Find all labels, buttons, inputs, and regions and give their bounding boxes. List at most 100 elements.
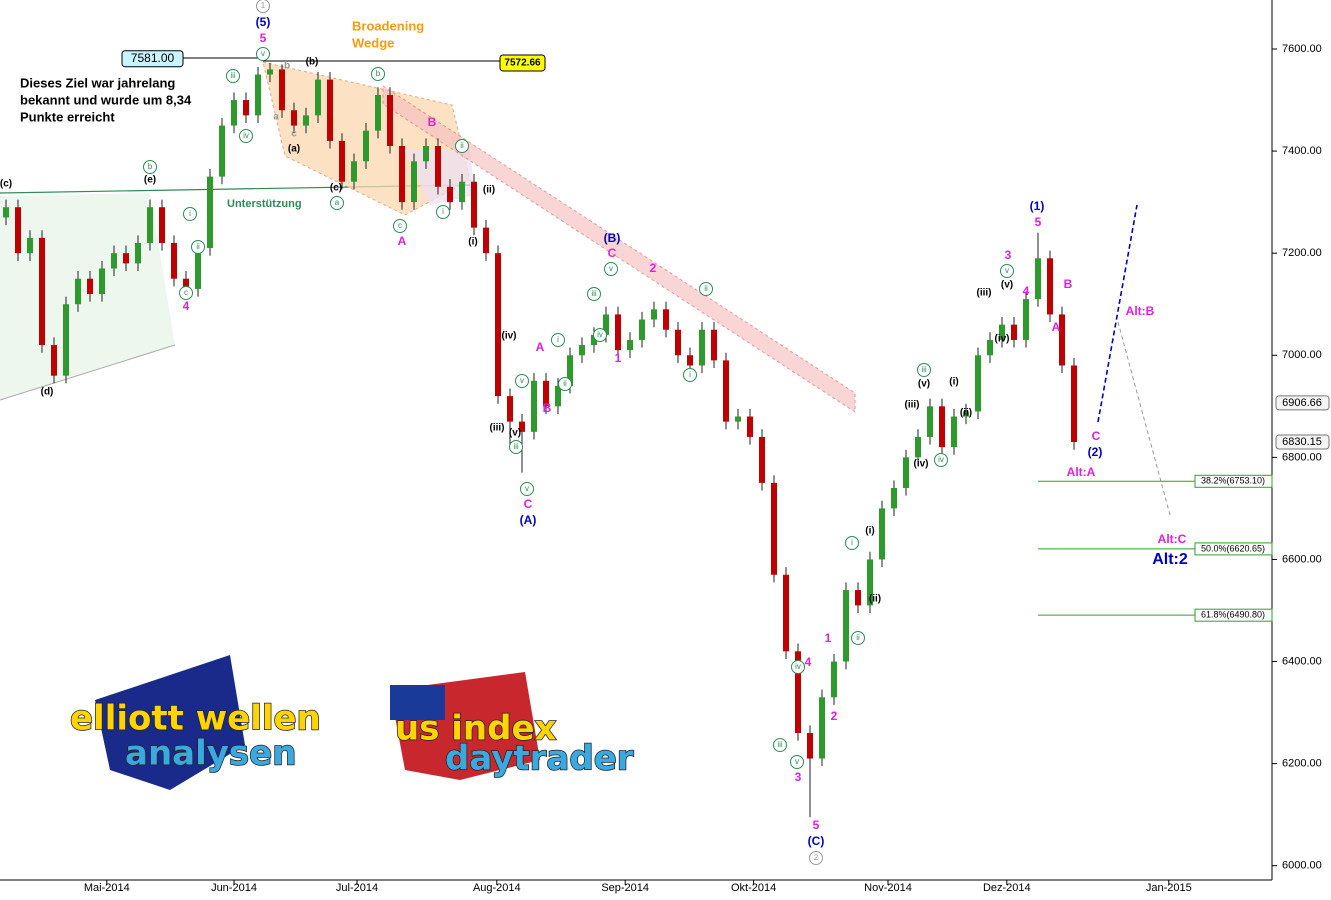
wave-label: (iii) [905, 400, 920, 411]
wave-circle [143, 160, 157, 174]
x-tick-label: Mai-2014 [84, 882, 130, 894]
candle-body [783, 574, 789, 652]
wave-label: c [398, 221, 402, 230]
wave-label: (C) [808, 834, 825, 848]
wave-circle [917, 363, 931, 377]
candle-body [255, 74, 261, 116]
candle-body [771, 482, 777, 575]
candle-body [147, 207, 153, 243]
annotation: Punkte erreicht [20, 109, 115, 124]
candle-body [1071, 365, 1077, 442]
wave-circle [593, 328, 607, 342]
candle-body [963, 411, 969, 417]
candle-body [891, 487, 897, 509]
wave-circle [256, 47, 270, 61]
wave-label: a [273, 112, 279, 123]
target-tag: 7572.66 [504, 58, 541, 69]
wave-label: 2 [650, 261, 657, 275]
candle-body [747, 416, 753, 437]
wave-label: Alt:A [1067, 465, 1096, 479]
logo-flag [390, 685, 445, 720]
target-tag: 7581.00 [131, 51, 175, 65]
candle-body [123, 253, 129, 264]
wave-circle [183, 207, 197, 221]
candle-body [207, 176, 213, 249]
wave-circle [845, 536, 859, 550]
candle-body [399, 145, 405, 203]
candle-body [303, 115, 309, 126]
wave-label: 5 [260, 31, 267, 45]
candle-body [1047, 258, 1053, 315]
wave-label: c [184, 288, 188, 297]
wave-label: 1 [615, 351, 622, 365]
wave-circle [851, 631, 865, 645]
candle-body [1011, 324, 1017, 340]
candle-body [1035, 258, 1041, 300]
candle-body [195, 248, 201, 289]
wave-label: (iv) [914, 459, 929, 470]
candle-body [519, 421, 525, 432]
candle-body [759, 436, 765, 483]
wave-circle [790, 755, 804, 769]
candle-body [591, 334, 597, 346]
x-tick-label: Okt-2014 [731, 882, 776, 894]
candle-body [615, 314, 621, 351]
wave-circle [809, 851, 823, 865]
wave-label: ii [856, 633, 860, 642]
annotation: Dieses Ziel war jahrelang [20, 75, 175, 90]
y-tick-label: 6800.00 [1282, 451, 1322, 463]
triangle-line [0, 344, 176, 401]
x-tick-label: Jul-2014 [336, 882, 378, 894]
candle-body [663, 309, 669, 330]
wave-label: (i) [865, 526, 874, 537]
x-tick-label: Dez-2014 [983, 882, 1031, 894]
wave-label: 4 [1023, 284, 1030, 298]
wave-label: B [543, 401, 552, 415]
wave-label: 3 [1005, 248, 1012, 262]
fib-label-box [1194, 608, 1273, 622]
candle-body [483, 227, 489, 254]
candle-body [567, 355, 573, 386]
candle-body [375, 94, 381, 131]
target-tag-box [499, 54, 546, 72]
wave-label: C [524, 497, 533, 511]
candle-body [243, 100, 249, 116]
wave-circle [330, 196, 344, 210]
y-tick-label: 6200.00 [1282, 758, 1322, 770]
wave-label: B [428, 115, 437, 129]
wave-circle [256, 0, 270, 13]
candle-body [915, 436, 921, 458]
candle-body [15, 207, 21, 254]
wave-circle [604, 262, 618, 276]
candle-body [183, 278, 189, 289]
wave-label: (a) [288, 144, 300, 155]
candle-body [807, 732, 813, 759]
wave-circle [436, 205, 450, 219]
candle-body [687, 355, 693, 366]
candle-body [63, 304, 69, 376]
candle-body [435, 145, 441, 187]
wave-label: v [525, 484, 529, 493]
wave-label: 5 [1035, 215, 1042, 229]
wave-circle [191, 240, 205, 254]
logo-text: us index [395, 709, 557, 749]
wave-label: C [608, 246, 617, 260]
wave-label: iv [243, 131, 249, 140]
candle-body [159, 207, 165, 243]
wave-label: b [376, 69, 381, 78]
wave-label: b [148, 162, 153, 171]
candle-body [219, 125, 225, 177]
candle-body [579, 345, 585, 356]
candle-body [627, 339, 633, 351]
candle-body [1059, 314, 1065, 366]
trend-channel [382, 85, 856, 413]
target-tag-box [121, 50, 184, 68]
wave-label: (iii) [490, 423, 505, 434]
wave-label: 2 [814, 853, 819, 862]
candle-body [843, 590, 849, 662]
wave-circle [773, 738, 787, 752]
y-tick-label: 6400.00 [1282, 655, 1322, 667]
candle-body [939, 406, 945, 448]
